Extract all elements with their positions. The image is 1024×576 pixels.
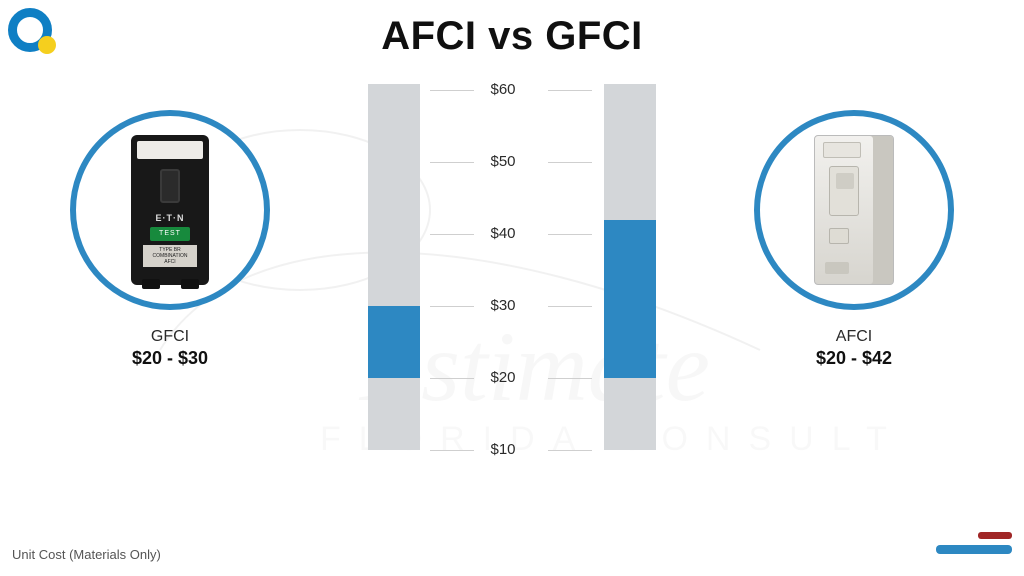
page-title: AFCI vs GFCI <box>0 14 1024 59</box>
grid-line <box>430 378 474 379</box>
afci-range: $20 - $42 <box>744 348 964 369</box>
grid-line <box>548 378 592 379</box>
gfci-breaker-icon: E·T·N TEST TYPE BRCOMBINATIONAFCI <box>131 135 209 285</box>
y-axis-label: $40 <box>480 225 526 242</box>
bar-background <box>368 84 420 450</box>
bar-fill-afci <box>604 220 656 378</box>
cost-range-chart: $10$20$30$40$50$60 <box>342 90 682 470</box>
grid-line <box>548 306 592 307</box>
grid-line <box>430 234 474 235</box>
grid-line <box>548 234 592 235</box>
grid-line <box>430 450 474 451</box>
afci-breaker-icon <box>814 135 894 285</box>
gfci-image-circle: E·T·N TEST TYPE BRCOMBINATIONAFCI <box>70 110 270 310</box>
grid-line <box>430 90 474 91</box>
gfci-range: $20 - $30 <box>60 348 280 369</box>
footnote: Unit Cost (Materials Only) <box>12 547 161 562</box>
grid-line <box>430 162 474 163</box>
gfci-label: GFCI <box>60 328 280 346</box>
grid-line <box>548 162 592 163</box>
decor-bars-icon <box>936 532 1012 554</box>
grid-line <box>548 450 592 451</box>
bar-fill-gfci <box>368 306 420 378</box>
afci-image-circle <box>754 110 954 310</box>
afci-card: AFCI $20 - $42 <box>744 110 964 369</box>
gfci-card: E·T·N TEST TYPE BRCOMBINATIONAFCI GFCI $… <box>60 110 280 369</box>
y-axis-label: $30 <box>480 297 526 314</box>
y-axis-label: $60 <box>480 81 526 98</box>
y-axis-label: $20 <box>480 369 526 386</box>
y-axis-label: $10 <box>480 441 526 458</box>
y-axis-label: $50 <box>480 153 526 170</box>
grid-line <box>548 90 592 91</box>
afci-label: AFCI <box>744 328 964 346</box>
grid-line <box>430 306 474 307</box>
